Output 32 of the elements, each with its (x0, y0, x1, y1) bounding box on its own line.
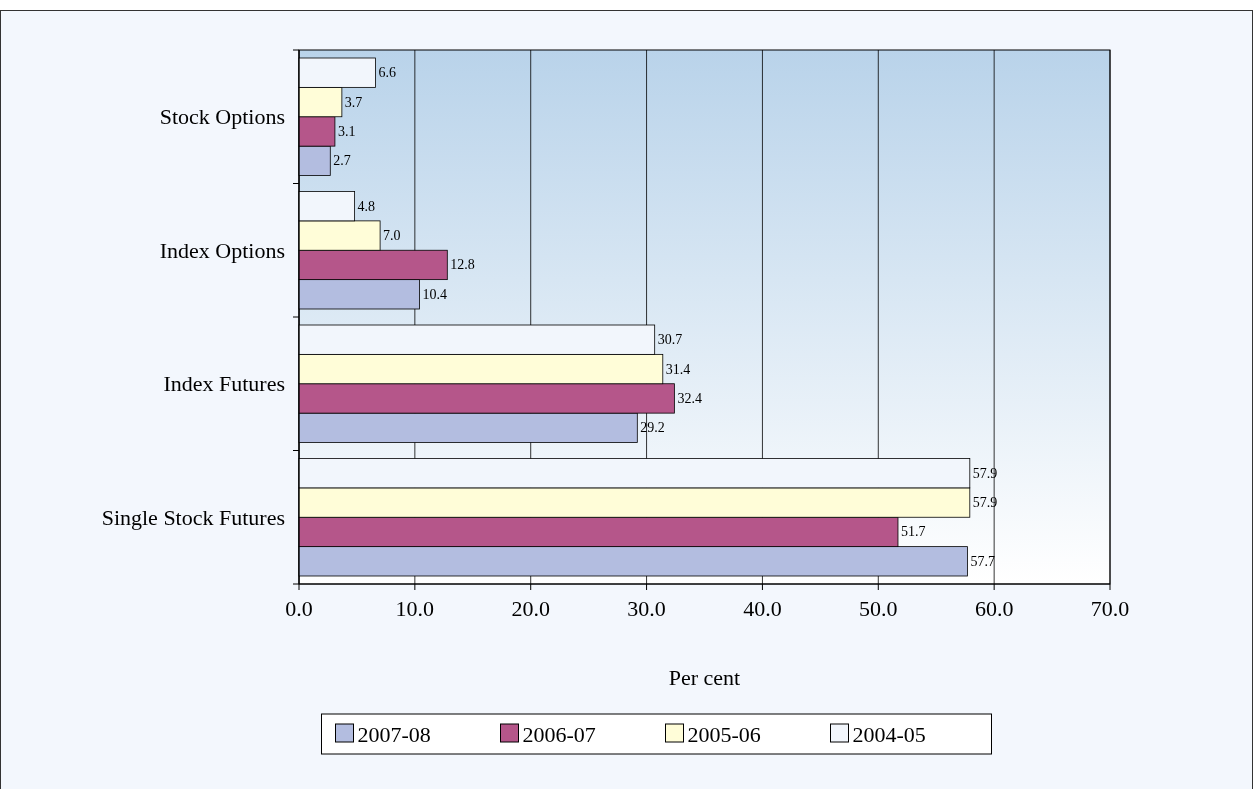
x-axis-title: Per cent (668, 665, 741, 690)
y-tick-label: Stock Options (159, 104, 285, 130)
legend-label: 2004-05 (852, 721, 926, 747)
data-label: 6.6 (378, 65, 396, 81)
y-tick-label: Index Options (159, 237, 285, 263)
x-tick-label: 70.0 (1090, 596, 1130, 621)
data-label: 32.4 (677, 390, 702, 406)
y-tick-label: Single Stock Futures (101, 504, 285, 530)
x-tick-label: 0.0 (285, 596, 313, 621)
data-label: 3.7 (344, 94, 363, 110)
data-label: 4.8 (357, 198, 376, 214)
data-label: 7.0 (383, 228, 401, 244)
y-tick-label: Index Futures (163, 371, 285, 397)
legend-label: 2005-06 (687, 721, 761, 747)
x-tick-label: 30.0 (627, 596, 666, 621)
data-label: 57.9 (972, 465, 998, 481)
data-label: 57.7 (970, 553, 995, 569)
x-tick-label: 20.0 (511, 596, 550, 621)
x-tick-label: 60.0 (974, 596, 1014, 621)
data-label: 3.1 (337, 123, 356, 139)
data-label: 30.7 (657, 332, 683, 348)
data-label: 57.9 (972, 495, 998, 511)
x-tick-label: 40.0 (743, 596, 782, 621)
data-label: 12.8 (450, 257, 475, 273)
data-label: 10.4 (422, 286, 447, 302)
data-label: 31.4 (665, 361, 691, 377)
data-label: 51.7 (900, 524, 926, 540)
x-tick-label: 50.0 (859, 596, 898, 621)
data-label: 2.7 (333, 153, 351, 169)
legend-label: 2006-07 (522, 721, 596, 747)
x-tick-label: 10.0 (395, 596, 435, 621)
legend-label: 2007-08 (357, 721, 431, 747)
